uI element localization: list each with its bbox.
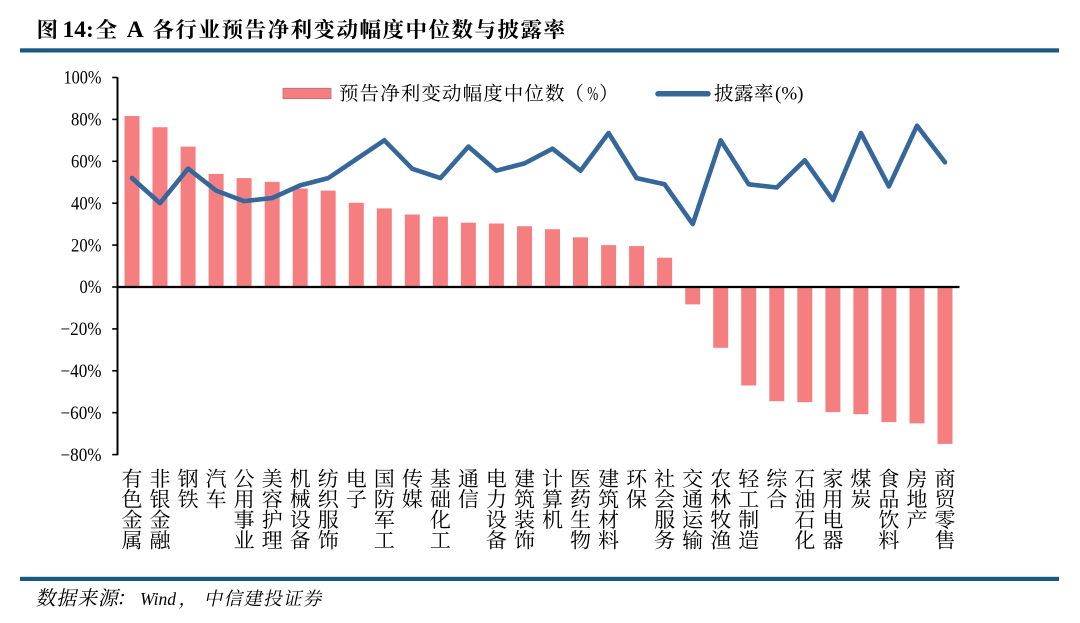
- svg-text:100%: 100%: [64, 69, 102, 89]
- svg-text:80%: 80%: [71, 111, 102, 131]
- svg-text:−80%: −80%: [61, 446, 102, 466]
- svg-text:−40%: −40%: [61, 362, 102, 382]
- svg-text:Wind: Wind: [140, 589, 176, 609]
- svg-text:(%): (%): [775, 84, 803, 105]
- svg-text:60%: 60%: [71, 153, 102, 173]
- svg-text:A: A: [127, 17, 144, 43]
- svg-text:40%: 40%: [71, 194, 102, 214]
- svg-text:−60%: −60%: [61, 404, 102, 424]
- svg-text:0%: 0%: [80, 278, 102, 298]
- svg-text:14:: 14:: [63, 17, 94, 43]
- svg-text:%: %: [587, 83, 598, 105]
- svg-text:20%: 20%: [71, 236, 102, 256]
- svg-text:−20%: −20%: [61, 320, 102, 340]
